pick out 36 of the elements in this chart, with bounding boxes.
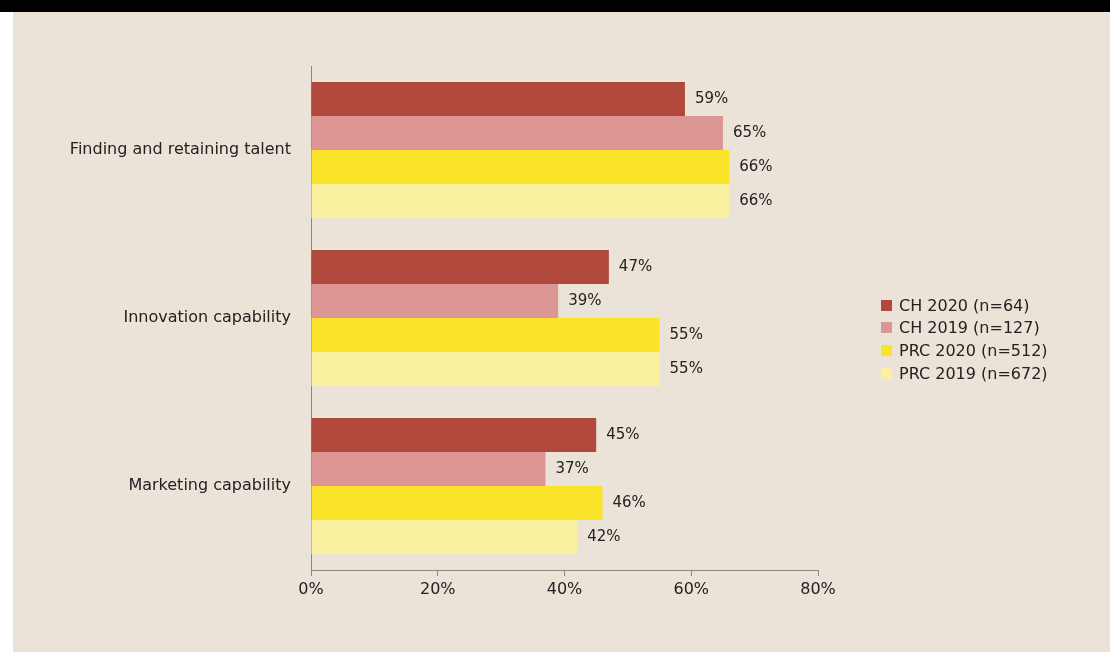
bar	[311, 283, 559, 318]
bar	[311, 249, 609, 284]
data-label: 39%	[568, 290, 602, 309]
x-tick-label: 80%	[800, 578, 836, 598]
bar	[311, 115, 723, 150]
data-label: 65%	[732, 122, 767, 141]
x-tick-label: 40%	[546, 578, 583, 598]
data-label: 47%	[618, 256, 653, 275]
x-tick-label: 0%	[298, 578, 324, 598]
x-tick-label: 20%	[419, 578, 456, 598]
data-label: 66%	[739, 190, 773, 209]
data-label: 55%	[669, 324, 703, 343]
legend-label: PRC 2020 (n=512)	[899, 340, 1048, 360]
x-tick-label: 60%	[673, 578, 710, 598]
legend-label: CH 2019 (n=127)	[899, 318, 1040, 338]
data-label: 66%	[739, 156, 773, 175]
bar	[311, 451, 546, 486]
bar	[311, 520, 578, 555]
y-tick-label: Marketing capability	[128, 475, 291, 495]
bar	[311, 150, 730, 185]
bar	[311, 318, 660, 353]
data-label: 59%	[694, 88, 729, 107]
data-label: 45%	[606, 424, 640, 443]
data-label: 46%	[612, 492, 646, 511]
legend-label: CH 2020 (n=64)	[899, 295, 1030, 315]
data-label: 37%	[555, 458, 589, 477]
data-label: 42%	[587, 526, 621, 545]
bar	[311, 184, 730, 219]
legend-label: PRC 2019 (n=672)	[899, 363, 1048, 383]
bar	[311, 81, 685, 116]
bar	[311, 417, 597, 452]
bar	[311, 486, 603, 521]
data-label: 55%	[669, 358, 703, 377]
y-tick-label: Finding and retaining talent	[69, 139, 291, 159]
y-tick-label: Innovation capability	[123, 307, 291, 327]
bar	[311, 352, 660, 387]
